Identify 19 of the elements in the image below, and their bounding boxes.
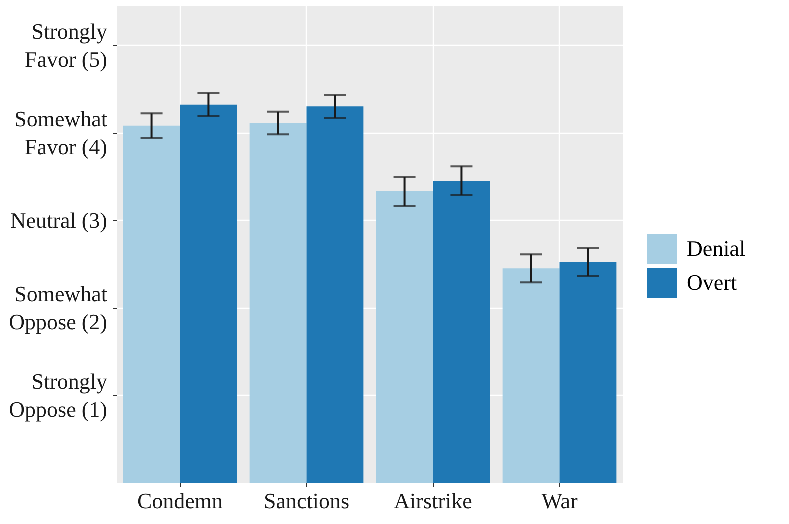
- y-tick-label: Neutral (3): [10, 208, 108, 233]
- x-tick-label: Sanctions: [264, 488, 350, 514]
- y-tick-label: Strongly Oppose (1): [9, 368, 108, 422]
- legend-label: Denial: [687, 236, 746, 261]
- legend-label: Overt: [687, 270, 738, 295]
- x-tick-label: Airstrike: [394, 488, 472, 514]
- x-tick-label: Condemn: [137, 488, 224, 514]
- y-tick-label: Somewhat Oppose (2): [9, 281, 108, 334]
- x-tick-label: War: [542, 488, 578, 514]
- bar: [502, 268, 560, 483]
- y-tick-label: Somewhat Favor (4): [14, 106, 108, 160]
- bar: [560, 262, 617, 483]
- bar: [250, 123, 307, 483]
- bar: [180, 104, 238, 483]
- bar: [433, 181, 490, 483]
- bar: [376, 192, 434, 483]
- y-tick-label: Strongly Favor (5): [25, 18, 108, 72]
- bar: [306, 106, 364, 483]
- bar: [123, 126, 180, 483]
